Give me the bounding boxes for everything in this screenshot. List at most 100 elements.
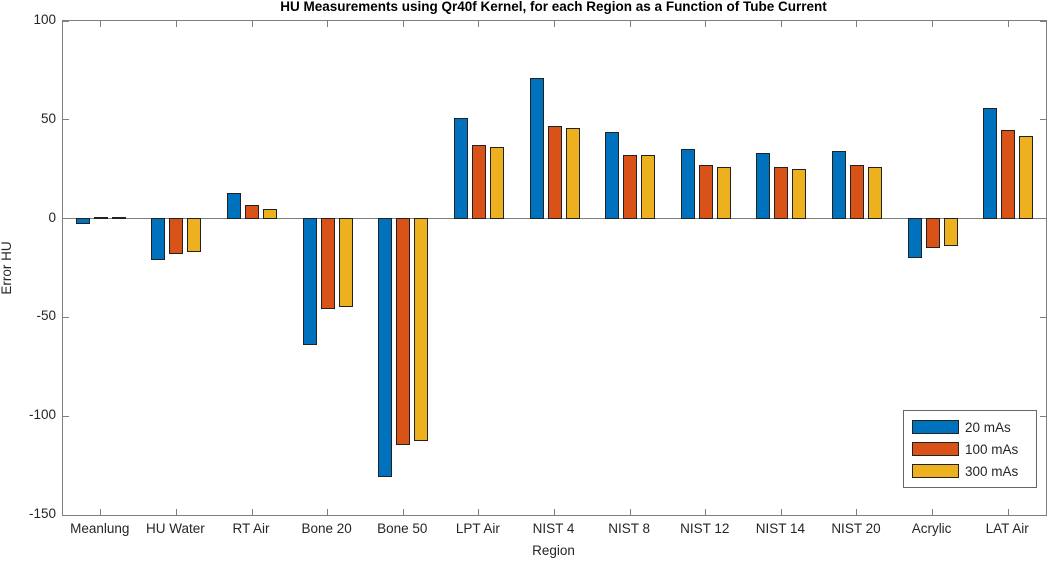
- y-tick-label: 0: [48, 209, 56, 225]
- legend: 20 mAs 100 mAs 300 mAs: [903, 410, 1037, 488]
- x-category-label: LAT Air: [985, 521, 1029, 536]
- x-tick-mark: [629, 21, 631, 27]
- x-category-label: RT Air: [232, 521, 270, 536]
- x-category-label: HU Water: [146, 521, 205, 536]
- x-tick-mark: [100, 509, 102, 515]
- legend-label: 100 mAs: [965, 441, 1019, 457]
- bar-100-mas-nist-12: [698, 165, 713, 219]
- bar-20-mas-lat-air: [983, 107, 998, 219]
- x-tick-mark: [554, 21, 555, 27]
- bar-300-mas-hu-water: [187, 218, 202, 252]
- bar-20-mas-nist-14: [756, 153, 771, 219]
- bar-100-mas-rt-air: [245, 204, 260, 219]
- bar-300-mas-bone-50: [414, 218, 429, 442]
- bar-20-mas-nist-4: [529, 78, 544, 219]
- x-category-label: NIST 14: [755, 521, 805, 536]
- x-tick-mark: [932, 509, 934, 515]
- legend-swatch-icon: [912, 464, 959, 478]
- x-tick-mark: [856, 21, 858, 27]
- x-tick-mark: [780, 509, 782, 515]
- x-tick-mark: [175, 21, 177, 27]
- x-tick-mark: [478, 509, 480, 515]
- x-tick-mark: [251, 509, 253, 515]
- x-category-label: Meanlung: [70, 521, 130, 536]
- y-tick-label: 100: [33, 12, 56, 27]
- bar-300-mas-nist-12: [716, 167, 731, 219]
- y-tick-mark: [1040, 119, 1046, 121]
- x-tick-mark: [780, 21, 782, 27]
- bar-20-mas-rt-air: [227, 192, 242, 219]
- bar-20-mas-lpt-air: [453, 117, 468, 219]
- bar-100-mas-nist-8: [623, 155, 638, 219]
- bar-20-mas-nist-20: [831, 151, 846, 219]
- y-tick-label: -100: [28, 407, 56, 423]
- y-tick-label: -150: [28, 506, 56, 521]
- legend-label: 20 mAs: [965, 419, 1011, 435]
- bar-300-mas-nist-8: [641, 155, 656, 219]
- x-tick-mark: [175, 509, 177, 515]
- x-tick-mark: [932, 21, 934, 27]
- plot-area: [62, 20, 1047, 516]
- y-tick-mark: [1040, 20, 1046, 22]
- bar-100-mas-meanlung: [93, 217, 108, 220]
- bar-300-mas-meanlung: [111, 216, 126, 219]
- y-tick-label: -50: [36, 308, 56, 324]
- bar-100-mas-nist-20: [849, 165, 864, 219]
- y-tick-mark: [1040, 514, 1046, 516]
- x-category-label: NIST 12: [680, 521, 730, 536]
- bar-100-mas-lpt-air: [471, 145, 486, 219]
- x-tick-mark: [327, 509, 329, 515]
- zero-baseline: [63, 218, 1046, 220]
- bar-100-mas-hu-water: [169, 218, 184, 254]
- bar-20-mas-meanlung: [75, 218, 90, 225]
- y-tick-mark: [63, 20, 69, 22]
- x-tick-mark: [705, 21, 707, 27]
- x-tick-mark: [100, 21, 102, 27]
- y-tick-mark: [63, 415, 69, 417]
- y-tick-mark: [1040, 316, 1046, 318]
- bar-100-mas-acrylic: [925, 218, 940, 248]
- y-tick-mark: [63, 316, 69, 318]
- x-tick-mark: [478, 21, 480, 27]
- y-tick-label: 50: [40, 110, 56, 126]
- bar-300-mas-acrylic: [943, 218, 958, 246]
- bar-100-mas-lat-air: [1001, 129, 1016, 219]
- bar-20-mas-nist-12: [680, 149, 695, 219]
- bar-20-mas-acrylic: [907, 218, 922, 258]
- y-tick-mark: [63, 119, 69, 121]
- bar-100-mas-nist-4: [547, 125, 562, 219]
- bar-300-mas-nist-20: [867, 167, 882, 219]
- x-tick-mark: [251, 21, 253, 27]
- bar-100-mas-nist-14: [774, 167, 789, 219]
- legend-entry: 20 mAs: [912, 416, 1036, 438]
- legend-swatch-icon: [912, 442, 959, 456]
- x-category-label: Acrylic: [911, 521, 952, 536]
- y-tick-mark: [63, 514, 69, 516]
- x-tick-mark: [1007, 21, 1009, 27]
- bar-100-mas-bone-50: [396, 218, 411, 446]
- x-tick-mark: [327, 21, 329, 27]
- x-category-label: LPT Air: [455, 521, 500, 536]
- y-tick-mark: [1040, 415, 1046, 417]
- legend-entry: 300 mAs: [912, 460, 1036, 482]
- bar-300-mas-lpt-air: [489, 147, 504, 219]
- bar-300-mas-nist-4: [565, 127, 580, 219]
- x-category-label: NIST 20: [831, 521, 881, 536]
- x-tick-mark: [402, 509, 404, 515]
- x-tick-mark: [856, 509, 858, 515]
- bar-20-mas-hu-water: [151, 218, 166, 260]
- x-axis-label: Region: [532, 543, 575, 558]
- x-tick-mark: [1007, 509, 1009, 515]
- bar-300-mas-lat-air: [1019, 135, 1034, 219]
- bar-20-mas-bone-50: [378, 218, 393, 477]
- legend-entry: 100 mAs: [912, 438, 1036, 460]
- x-category-label: Bone 20: [301, 521, 352, 536]
- x-category-label: NIST 8: [608, 521, 650, 536]
- bar-20-mas-bone-20: [302, 218, 317, 345]
- legend-label: 300 mAs: [965, 463, 1019, 479]
- chart-title: HU Measurements using Qr40f Kernel, for …: [280, 0, 827, 14]
- bar-100-mas-bone-20: [320, 218, 335, 309]
- x-tick-mark: [629, 509, 631, 515]
- y-tick-mark: [63, 218, 69, 220]
